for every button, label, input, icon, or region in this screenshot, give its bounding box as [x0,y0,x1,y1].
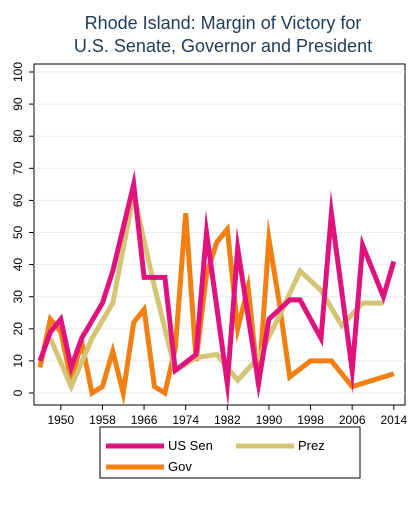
x-tick-label: 1966 [131,413,158,427]
series-group [37,169,397,407]
x-tick-label: 2014 [380,413,407,427]
y-tick-label: 50 [11,226,25,240]
x-tick-label: 1950 [47,413,74,427]
legend-label-prez: Prez [298,438,325,453]
x-tick-label: 1982 [214,413,241,427]
y-tick-label: 10 [11,354,25,368]
y-tick-label: 60 [11,193,25,207]
x-tick-label: 2006 [339,413,366,427]
y-tick-label: 90 [11,97,25,111]
legend-label-gov: Gov [168,459,192,474]
y-tick-label: 30 [11,290,25,304]
x-tick-label: 1958 [89,413,116,427]
legend-label-us-sen: US Sen [168,438,213,453]
y-tick-label: 70 [11,161,25,175]
x-tick-label: 1990 [256,413,283,427]
y-tick-label: 80 [11,129,25,143]
y-tick-label: 40 [11,258,25,272]
y-tick-label: 20 [11,322,25,336]
chart-title-line-1: Rhode Island: Margin of Victory for [85,13,362,33]
series-line-gov [37,213,395,406]
series-line-us-sen [37,169,397,407]
plot-area [33,63,406,406]
y-tick-label: 100 [11,62,25,82]
chart-title-line-2: U.S. Senate, Governor and President [74,36,372,56]
axes: 0 10 20 30 40 50 60 70 80 90 100 1950 1958 1966 1974 19… [11,62,407,427]
y-tick-label: 0 [11,389,25,396]
series-line-prez [48,181,384,393]
legend: US Sen Prez Gov [106,438,325,474]
x-tick-label: 1998 [297,413,324,427]
x-tick-label: 1974 [172,413,199,427]
